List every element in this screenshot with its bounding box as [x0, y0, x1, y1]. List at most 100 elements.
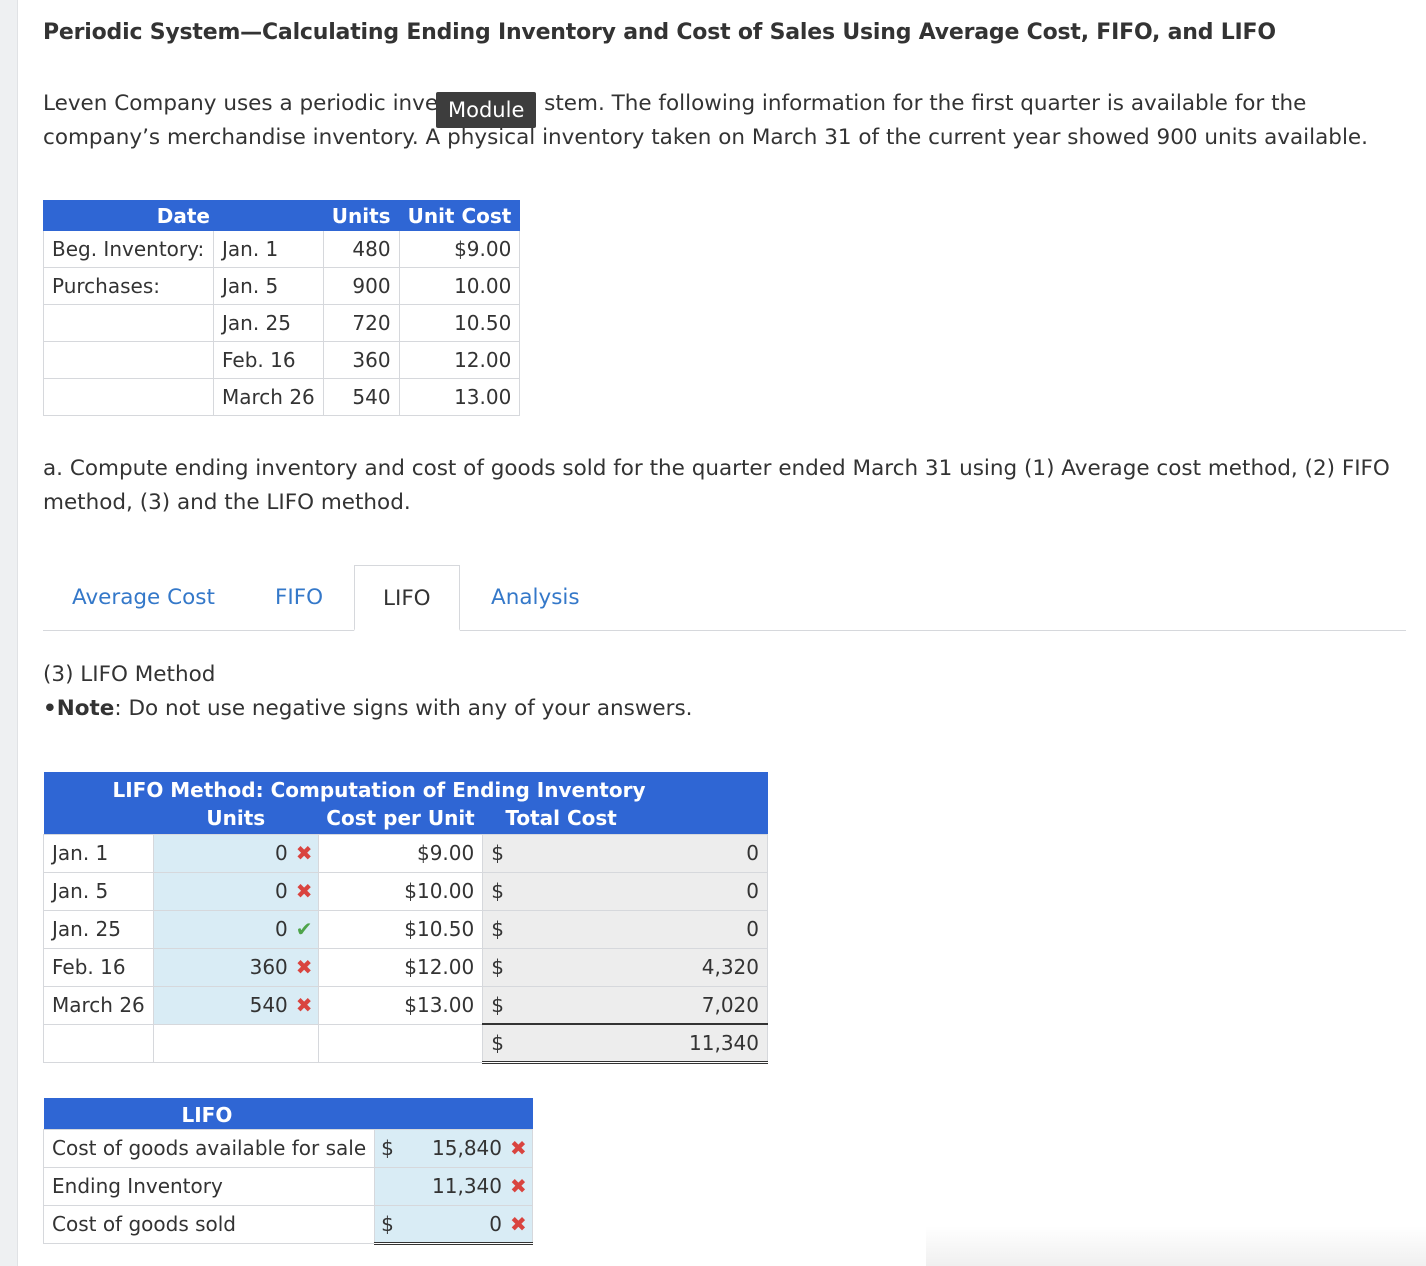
- lifo-title-row: LIFO Method: Computation of Ending Inven…: [43, 772, 768, 803]
- inventory-units: 480: [322, 230, 400, 268]
- inventory-label: Purchases:: [43, 267, 214, 305]
- lifo-units-input[interactable]: 0 ✖: [152, 833, 319, 873]
- lifo-summary-title: LIFO: [43, 1098, 533, 1129]
- tab-fifo[interactable]: FIFO: [275, 585, 323, 610]
- lifo-total-cost: 0: [512, 833, 768, 873]
- lifo-summary-dollar: $: [374, 1204, 399, 1245]
- lifo-row: March 26 540 ✖ $13.00 $7,020: [43, 985, 768, 1025]
- inventory-date: Jan. 25: [213, 304, 324, 342]
- lifo-row-date: Feb. 16: [43, 947, 154, 987]
- lifo-total-cost: 0: [512, 909, 768, 949]
- lifo-row-date: Jan. 25: [43, 909, 154, 949]
- lifo-summary-row: Cost of goods available for sale $15,840 ✖: [42, 1128, 533, 1168]
- tab-lifo[interactable]: LIFO: [354, 565, 460, 631]
- lifo-row-date: March 26: [43, 985, 154, 1025]
- error-x-icon: ✖: [295, 993, 313, 1017]
- lifo-row-date: Jan. 1: [43, 833, 154, 873]
- error-x-icon: ✖: [510, 1174, 527, 1198]
- header-units: Units: [322, 200, 400, 231]
- lifo-cost-per-unit: $10.50: [317, 909, 484, 949]
- lifo-sum-total: 11,340: [512, 1023, 768, 1064]
- lifo-summary-row: Cost of goods sold $0 ✖: [42, 1204, 533, 1245]
- inventory-date: Jan. 1: [213, 230, 324, 268]
- lifo-cost-per-unit: $9.00: [317, 833, 484, 873]
- tab-analysis[interactable]: Analysis: [491, 585, 580, 610]
- lifo-summary-input[interactable]: 0 ✖: [398, 1204, 533, 1245]
- lifo-row: Feb. 16 360 ✖ $12.00 $4,320: [43, 947, 768, 987]
- lifo-summary-label: Ending Inventory: [42, 1166, 376, 1206]
- lifo-summary-table: LIFO Cost of goods available for sale $15…: [42, 1098, 533, 1245]
- lifo-units-input[interactable]: 540 ✖: [152, 985, 319, 1025]
- page-title: Periodic System—Calculating Ending Inven…: [43, 20, 1276, 45]
- note-bullet: •: [43, 696, 57, 721]
- check-icon: ✔: [295, 917, 313, 941]
- lifo-header-total: Total Cost: [482, 803, 768, 834]
- lifo-table-title: LIFO Method: Computation of Ending Inven…: [43, 772, 768, 803]
- lifo-summary-title-row: LIFO: [43, 1098, 533, 1129]
- intro-text: Leven Company uses a periodic inve stem. …: [43, 87, 1413, 155]
- header-date: Date: [43, 200, 324, 231]
- inventory-row: March 26 540 13.00: [43, 378, 521, 416]
- note-text: •Note: Do not use negative signs with an…: [43, 692, 693, 726]
- lifo-header-units: Units: [153, 803, 319, 834]
- lifo-header-row: Units Cost per Unit Total Cost: [43, 803, 768, 834]
- header-unit-cost: Unit Cost: [398, 200, 521, 231]
- inventory-units: 540: [322, 378, 400, 416]
- inventory-label: Beg. Inventory:: [43, 230, 214, 268]
- note-label: Note: [56, 696, 115, 721]
- inventory-row: Feb. 16 360 12.00: [43, 341, 521, 379]
- bottom-fade: [926, 1226, 1426, 1266]
- inventory-date: March 26: [213, 378, 324, 416]
- inventory-row: Jan. 25 720 10.50: [43, 304, 521, 342]
- note-body: : Do not use negative signs with any of …: [114, 696, 693, 721]
- inventory-units: 900: [322, 267, 400, 305]
- lifo-row: Jan. 1 0 ✖ $9.00 $0: [43, 833, 768, 873]
- error-x-icon: ✖: [295, 879, 313, 903]
- inventory-date: Feb. 16: [213, 341, 324, 379]
- lifo-dollar-sign: $: [482, 909, 513, 949]
- error-x-icon: ✖: [510, 1211, 527, 1236]
- left-margin-bar: [0, 0, 18, 1266]
- lifo-row-date: Jan. 5: [43, 871, 154, 911]
- lifo-dollar-sign: $: [482, 985, 513, 1025]
- inventory-label: [43, 341, 214, 379]
- lifo-summary-dollar: $: [374, 1128, 399, 1168]
- error-x-icon: ✖: [295, 841, 313, 865]
- lifo-row: Jan. 5 0 ✖ $10.00 $0: [43, 871, 768, 911]
- tab-average-cost[interactable]: Average Cost: [72, 585, 215, 610]
- lifo-summary-label: Cost of goods sold: [42, 1204, 376, 1244]
- intro-part1: Leven Company uses a periodic inve: [43, 91, 439, 116]
- lifo-summary-input[interactable]: 15,840 ✖: [398, 1128, 533, 1168]
- lifo-total-cost: 7,020: [512, 985, 768, 1025]
- inventory-label: [43, 304, 214, 342]
- lifo-total-cost: 4,320: [512, 947, 768, 987]
- tab-bar: Average Cost FIFO LIFO Analysis: [43, 565, 1406, 631]
- inventory-unit-cost: 10.50: [398, 304, 521, 342]
- inventory-units: 720: [322, 304, 400, 342]
- lifo-cost-per-unit: $12.00: [317, 947, 484, 987]
- lifo-summary-input[interactable]: 11,340 ✖: [398, 1166, 533, 1206]
- lifo-dollar-sign: $: [482, 947, 513, 987]
- lifo-sum-row: $ 11,340: [43, 1023, 768, 1064]
- inventory-unit-cost: 13.00: [398, 378, 521, 416]
- lifo-total-cost: 0: [512, 871, 768, 911]
- question-text: a. Compute ending inventory and cost of …: [43, 456, 1390, 515]
- lifo-dollar-sign: $: [482, 833, 513, 873]
- inventory-table: Date Units Unit Cost Beg. Inventory: Jan.…: [43, 200, 521, 416]
- section-title: (3) LIFO Method: [43, 662, 216, 687]
- lifo-cost-per-unit: $10.00: [317, 871, 484, 911]
- inventory-row: Purchases: Jan. 5 900 10.00: [43, 267, 521, 305]
- inventory-row: Beg. Inventory: Jan. 1 480 $9.00: [43, 230, 521, 268]
- inventory-header-row: Date Units Unit Cost: [43, 200, 521, 231]
- lifo-units-input[interactable]: 360 ✖: [152, 947, 319, 987]
- intro-part2: stem. The following information for the …: [43, 91, 1368, 150]
- lifo-units-input[interactable]: 0 ✔: [152, 909, 319, 949]
- inventory-unit-cost: $9.00: [398, 230, 521, 268]
- lifo-computation-table: LIFO Method: Computation of Ending Inven…: [43, 772, 768, 1064]
- error-x-icon: ✖: [510, 1136, 527, 1160]
- lifo-row: Jan. 25 0 ✔ $10.50 $0: [43, 909, 768, 949]
- lifo-units-input[interactable]: 0 ✖: [152, 871, 319, 911]
- lifo-summary-dollar: [374, 1166, 399, 1206]
- lifo-summary-label: Cost of goods available for sale: [42, 1128, 376, 1168]
- lifo-dollar-sign: $: [482, 871, 513, 911]
